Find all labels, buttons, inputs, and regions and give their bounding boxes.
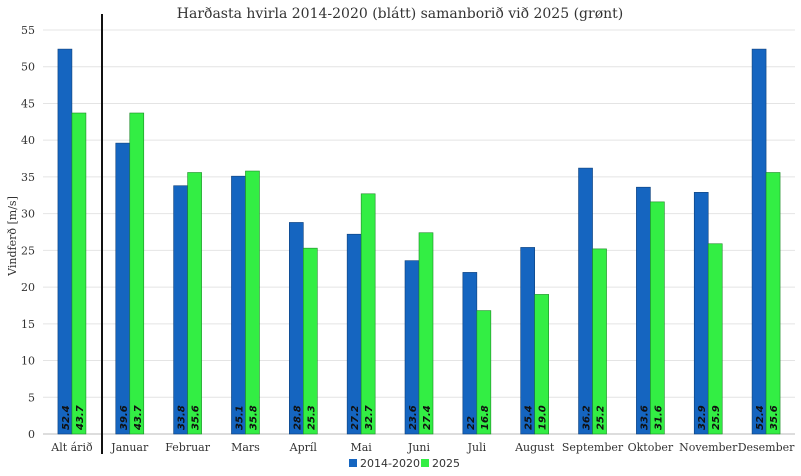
bar-value-label: 25.3 bbox=[306, 405, 317, 430]
bar-value-label: 33.6 bbox=[639, 405, 650, 430]
bar bbox=[71, 112, 87, 435]
bar-value-label: 27.2 bbox=[350, 405, 361, 430]
y-tick-label: 0 bbox=[28, 428, 35, 441]
bar bbox=[650, 201, 665, 435]
bar-value-label: 36.2 bbox=[582, 405, 593, 430]
y-tick-label: 35 bbox=[21, 171, 35, 184]
legend: 2014-2020 2025 bbox=[349, 457, 460, 470]
x-tick-label: Juli bbox=[467, 441, 487, 454]
bar-value-label: 28.8 bbox=[292, 405, 303, 430]
y-tick-label: 20 bbox=[21, 281, 35, 294]
x-tick-label: November bbox=[679, 441, 738, 454]
legend-label: 2025 bbox=[432, 457, 460, 470]
bar-value-label: 35.6 bbox=[769, 405, 780, 430]
legend-swatch bbox=[421, 459, 429, 467]
x-tick-label: Desember bbox=[738, 441, 795, 454]
bar bbox=[245, 170, 260, 435]
legend-label: 2014-2020 bbox=[360, 457, 420, 470]
bar bbox=[534, 294, 549, 435]
y-tick-label: 40 bbox=[21, 134, 35, 147]
bar-value-label: 52.4 bbox=[755, 405, 766, 430]
bar-value-label: 39.6 bbox=[119, 405, 130, 430]
bar-value-label: 33.8 bbox=[177, 405, 188, 430]
bar bbox=[346, 233, 362, 435]
bar-value-label: 31.6 bbox=[653, 405, 664, 430]
bar bbox=[289, 222, 304, 435]
bar bbox=[636, 186, 651, 435]
y-tick-label: 10 bbox=[21, 355, 35, 368]
y-tick-label: 55 bbox=[21, 24, 35, 37]
bar-value-label: 35.6 bbox=[191, 405, 202, 430]
bar-value-label: 32.9 bbox=[697, 405, 708, 430]
bar bbox=[129, 112, 145, 435]
y-tick-label: 25 bbox=[21, 244, 35, 257]
bar bbox=[360, 193, 376, 435]
bar bbox=[462, 272, 478, 435]
bar-value-label: 25.4 bbox=[524, 405, 535, 430]
x-tick-label: Alt árið bbox=[50, 441, 93, 454]
y-tick-label: 15 bbox=[21, 318, 35, 331]
legend-swatch bbox=[349, 459, 357, 467]
bar-value-label: 35.1 bbox=[234, 405, 245, 430]
bars: 52.4 43.7 39.6 43.7 33.8 35.6 35.1 35.8 28.8 25.3… bbox=[57, 48, 781, 435]
bar bbox=[592, 248, 607, 435]
x-tick-label: Mars bbox=[231, 441, 260, 454]
bar bbox=[476, 310, 492, 435]
bar bbox=[751, 48, 767, 435]
bar bbox=[231, 175, 246, 435]
x-tick-label: Januar bbox=[110, 441, 149, 454]
bar bbox=[765, 172, 781, 435]
bar-value-label: 52.4 bbox=[61, 405, 72, 430]
bar-value-label: 35.8 bbox=[248, 405, 259, 430]
bar bbox=[173, 185, 188, 435]
bar bbox=[693, 192, 709, 435]
x-tick-label: September bbox=[562, 441, 624, 454]
bar bbox=[418, 232, 434, 435]
bar-value-label: 27.4 bbox=[422, 405, 433, 430]
chart-title: Harðasta hvirla 2014-2020 (blátt) samanb… bbox=[177, 6, 623, 22]
bar-value-label: 19.0 bbox=[538, 405, 549, 430]
bar-value-label: 43.7 bbox=[133, 405, 144, 431]
bar-value-label: 23.6 bbox=[408, 405, 419, 430]
bar-value-label: 32.7 bbox=[364, 405, 375, 430]
bar-value-label: 25.9 bbox=[711, 405, 722, 430]
bar bbox=[707, 243, 723, 435]
x-tick-label: Oktober bbox=[628, 441, 674, 454]
bar-value-label: 43.7 bbox=[75, 405, 86, 431]
x-tick-label: Mai bbox=[350, 441, 372, 454]
x-axis-ticks: Alt árið Januar Februar Mars Apríl Mai Juni Jul… bbox=[50, 441, 795, 454]
y-tick-label: 5 bbox=[28, 391, 35, 404]
bar-value-label: 22 bbox=[466, 416, 477, 430]
bar bbox=[303, 247, 318, 435]
y-axis-label: Vindferð [m/s] bbox=[6, 196, 19, 277]
bar bbox=[115, 142, 131, 435]
bar bbox=[57, 48, 73, 435]
bar bbox=[578, 167, 593, 435]
x-tick-label: Apríl bbox=[289, 441, 318, 454]
bar-value-label: 25.2 bbox=[596, 405, 607, 430]
x-tick-label: Juni bbox=[407, 441, 431, 454]
bar bbox=[187, 172, 202, 435]
bar-value-label: 16.8 bbox=[480, 405, 491, 430]
y-tick-label: 45 bbox=[21, 97, 35, 110]
y-tick-label: 30 bbox=[21, 208, 35, 221]
x-tick-label: Februar bbox=[165, 441, 210, 454]
y-tick-label: 50 bbox=[21, 61, 35, 74]
y-axis-ticks: 0 5 10 15 20 25 30 35 40 45 50 55 bbox=[21, 24, 35, 441]
x-tick-label: August bbox=[514, 441, 555, 454]
